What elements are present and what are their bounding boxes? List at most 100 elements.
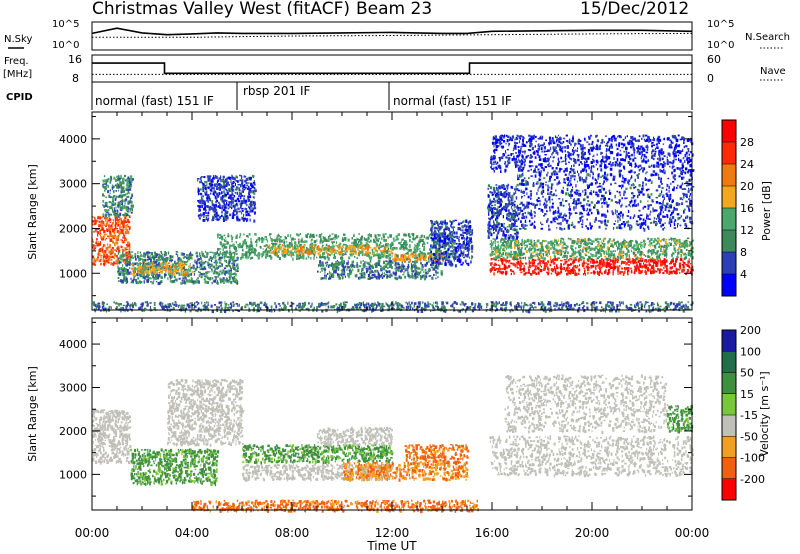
power-data-cell [671,258,674,262]
power-data-cell [118,270,121,274]
power-data-cell [613,256,616,258]
power-data-cell [109,231,112,235]
power-data-cell [236,263,239,267]
power-data-cell [385,243,388,247]
power-data-cell [128,261,131,264]
power-data-cell [461,252,464,254]
power-data-cell [332,248,335,251]
power-data-cell [121,199,124,204]
power-data-cell [204,279,206,282]
power-data-cell [96,258,98,261]
power-data-cell [369,276,371,280]
power-data-cell [335,261,337,264]
power-data-cell [216,183,218,185]
power-data-cell [587,271,589,275]
power-data-cell [430,230,433,234]
power-data-cell [362,249,364,253]
power-data-cell [298,238,300,241]
power-data-cell [227,233,229,236]
power-data-cell [238,195,240,197]
power-data-cell [464,224,467,228]
power-data-cell [236,203,239,207]
power-data-cell [459,255,460,259]
power-data-cell [161,251,163,255]
power-data-cell [245,182,248,184]
power-data-cell [428,275,430,277]
power-data-cell [427,236,430,239]
power-data-cell [200,176,203,178]
power-data-cell [103,183,106,185]
power-data-cell [196,261,198,265]
power-data-cell [111,184,113,188]
power-data-cell [639,272,641,275]
power-data-cell [214,205,217,208]
power-data-cell [312,246,315,249]
power-data-cell [240,195,242,200]
power-data-cell [241,181,243,185]
power-data-cell [402,266,405,270]
power-data-cell [112,190,115,193]
power-data-cell [265,244,268,247]
power-data-cell [325,262,327,265]
power-data-cell [345,244,349,248]
power-data-cell [207,194,210,197]
power-data-cell [423,248,426,251]
power-data-cell [456,255,460,258]
power-data-cell [213,261,216,264]
power-data-cell [370,277,373,279]
power-data-cell [217,184,220,187]
power-data-cell [329,238,332,241]
power-data-cell [127,178,129,182]
power-data-cell [460,227,462,231]
power-data-cell [275,250,278,254]
power-data-cell [211,200,214,204]
power-data-cell [503,266,507,269]
power-data-cell [108,235,110,239]
power-data-cell [231,175,234,179]
power-data-cell [103,206,106,208]
power-data-cell [93,258,96,261]
power-data-cell [440,226,443,229]
power-data-cell [528,263,530,267]
power-data-cell [532,263,534,266]
power-data-cell [349,245,352,249]
power-data-cell [300,233,302,235]
power-data-cell [205,205,207,207]
power-data-cell [658,257,661,259]
power-data-cell [217,233,219,237]
power-data-cell [146,272,148,275]
power-data-cell [126,229,129,231]
power-data-cell [457,248,460,252]
power-data-cell [242,256,244,259]
power-data-cell [110,248,113,251]
power-data-cell [403,271,405,274]
power-data-cell [207,206,210,209]
power-data-cell [323,277,325,280]
power-data-cell [423,274,426,278]
power-data-cell [102,183,104,188]
power-data-cell [225,253,227,257]
power-data-cell [210,206,213,210]
power-data-cell [126,218,130,223]
power-data-cell [105,222,108,226]
freq-left-unit: [MHz] [3,69,32,80]
power-data-cell [113,228,116,232]
power-data-cell [388,253,391,257]
power-data-cell [390,247,392,250]
power-data-cell [124,217,127,219]
power-data-cell [118,280,120,282]
power-data-cell [350,268,352,271]
power-data-cell [501,258,504,260]
power-data-cell [117,245,120,249]
power-data-cell [235,186,238,189]
power-data-cell [167,267,171,271]
power-data-cell [356,266,359,268]
power-data-cell [360,250,362,254]
power-data-cell [386,274,389,278]
power-data-cell [121,239,124,242]
power-data-cell [434,236,437,240]
power-data-cell [418,243,420,247]
power-data-cell [231,197,233,200]
power-data-cell [368,268,372,271]
power-data-cell [156,271,158,274]
